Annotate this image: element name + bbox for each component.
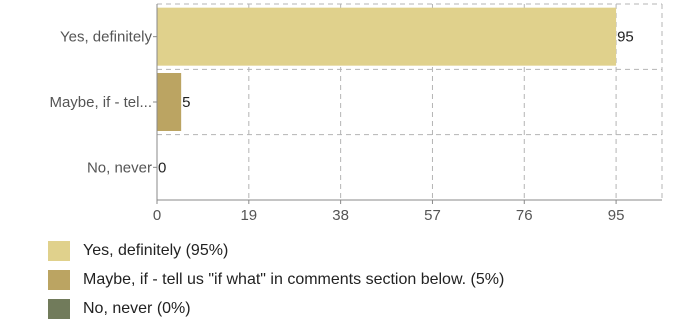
category-label-yes-definitely: Yes, definitely bbox=[60, 29, 153, 46]
value-label-no-never: 0 bbox=[158, 159, 166, 176]
legend-item-yes: Yes, definitely (95%) bbox=[48, 236, 504, 265]
legend-item-maybe: Maybe, if - tell us "if what" in comment… bbox=[48, 265, 504, 294]
legend-label-no: No, never (0%) bbox=[83, 299, 191, 317]
legend-swatch-yes bbox=[48, 240, 70, 261]
bar-chart: Yes, definitely Maybe, if - tel... No, nev… bbox=[49, 3, 663, 224]
legend-swatch-no bbox=[48, 298, 70, 319]
x-tick-label-76: 76 bbox=[516, 207, 533, 224]
value-labels: 95 5 0 bbox=[158, 29, 634, 177]
bars bbox=[157, 7, 617, 131]
x-tick-label-57: 57 bbox=[424, 207, 441, 224]
legend-label-yes: Yes, definitely (95%) bbox=[83, 241, 229, 259]
axes bbox=[153, 4, 662, 204]
bar-yes-definitely bbox=[157, 7, 617, 66]
legend-label-maybe: Maybe, if - tell us "if what" in comment… bbox=[83, 270, 505, 288]
legend-swatch-maybe bbox=[48, 269, 70, 290]
value-label-maybe-if-tel: 5 bbox=[182, 94, 190, 111]
x-tick-label-95: 95 bbox=[608, 207, 625, 224]
legend-item-no: No, never (0%) bbox=[48, 294, 504, 323]
bar-maybe-if-tel bbox=[157, 73, 182, 131]
x-tick-label-0: 0 bbox=[153, 207, 161, 224]
x-tick-label-38: 38 bbox=[332, 207, 349, 224]
x-tick-label-19: 19 bbox=[240, 207, 257, 224]
category-label-no-never: No, never bbox=[87, 159, 152, 176]
category-labels: Yes, definitely Maybe, if - tel... No, nev… bbox=[49, 29, 152, 177]
x-tick-labels: 0 19 38 57 76 95 bbox=[153, 207, 625, 224]
value-label-yes-definitely: 95 bbox=[617, 29, 634, 46]
category-label-maybe-if-tel: Maybe, if - tel... bbox=[49, 94, 152, 111]
legend: Yes, definitely (95%) Maybe, if - tell u… bbox=[48, 236, 504, 323]
